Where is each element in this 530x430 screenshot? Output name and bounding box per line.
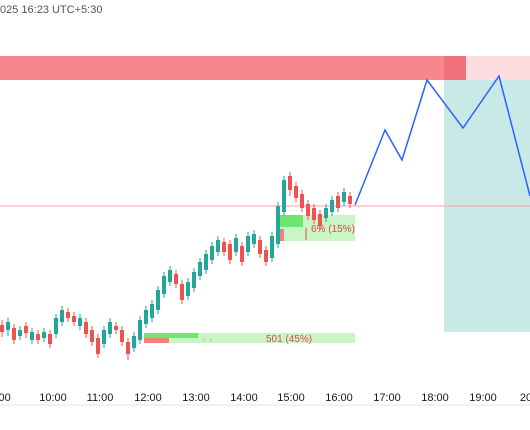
- candle-body: [90, 330, 94, 342]
- time-tick: 16:00: [325, 392, 353, 404]
- candle-body: [204, 254, 208, 270]
- candle-body: [60, 310, 64, 322]
- time-tick: 11:00: [87, 392, 114, 404]
- candle-body: [264, 250, 268, 262]
- time-tick: 13:00: [182, 392, 210, 404]
- candle-body: [0, 325, 4, 332]
- candle-body: [216, 240, 220, 252]
- candle-body: [162, 276, 166, 294]
- candle-body: [222, 242, 226, 252]
- candle-body: [168, 270, 172, 282]
- candle-body: [276, 206, 280, 244]
- resistance-zone-projection[interactable]: [466, 56, 530, 80]
- candle-body: [36, 334, 40, 340]
- candle-body: [84, 322, 88, 334]
- time-tick: 18:00: [421, 392, 449, 404]
- candle-body: [138, 320, 142, 340]
- candle-body: [18, 330, 22, 336]
- volume-zone-upper[interactable]: 6% (15%): [278, 215, 355, 241]
- candle-body: [228, 244, 232, 260]
- candle-body: [54, 318, 58, 334]
- candle-body: [156, 290, 160, 310]
- candle-body: [102, 330, 106, 344]
- candle-body: [288, 176, 292, 190]
- time-tick: 17:00: [373, 392, 401, 404]
- candle-body: [282, 180, 286, 212]
- datetime-label: 025 16:23 UTC+5:30: [0, 4, 103, 16]
- candle-body: [72, 316, 76, 322]
- candle-body: [6, 322, 10, 330]
- candle-body: [144, 310, 148, 324]
- candle-body: [24, 326, 28, 333]
- candle-body: [240, 246, 244, 262]
- candle-body: [246, 236, 250, 252]
- time-axis: 9:00 10:00 11:00 12:00 13:00 14:00 15:00…: [0, 392, 530, 404]
- candle-body: [114, 326, 118, 330]
- time-tick: 20: [520, 392, 530, 404]
- time-tick: 19:00: [469, 392, 497, 404]
- resistance-zone-dark[interactable]: [444, 56, 466, 80]
- candle-body: [252, 234, 256, 244]
- candle-body: [330, 200, 334, 212]
- candle-body: [294, 186, 298, 198]
- candle-body: [234, 238, 238, 252]
- time-tick: 15:00: [277, 392, 305, 404]
- candle-body: [324, 208, 328, 218]
- candle-body: [270, 236, 274, 258]
- resistance-zone[interactable]: [0, 56, 444, 80]
- candle-body: [300, 194, 304, 208]
- candle-body: [306, 204, 310, 216]
- candle-body: [132, 336, 136, 348]
- volume-zone-upper-label: 6% (15%): [311, 224, 355, 235]
- time-tick: 14:00: [230, 392, 258, 404]
- candle-body: [186, 282, 190, 296]
- candle-body: [42, 332, 46, 338]
- candle-body: [78, 318, 82, 326]
- volume-zone-lower-label: 501 (45%): [266, 334, 312, 345]
- candle-body: [12, 328, 16, 340]
- candle-body: [210, 246, 214, 260]
- candle-body: [336, 196, 340, 208]
- candle-body: [180, 284, 184, 300]
- candle-body: [342, 192, 346, 202]
- candle-body: [348, 196, 352, 204]
- candle-body: [312, 208, 316, 220]
- candles-group: [0, 172, 352, 360]
- header-bar: 025 16:23 UTC+5:30: [0, 0, 530, 22]
- candle-body: [48, 334, 52, 344]
- candle-body: [150, 304, 154, 318]
- candle-body: [198, 262, 202, 276]
- candle-body: [174, 274, 178, 284]
- time-tick: 10:00: [39, 392, 67, 404]
- projection-path[interactable]: [354, 74, 530, 206]
- candle-body: [126, 342, 130, 354]
- time-tick: 9:00: [0, 392, 11, 404]
- candle-body: [258, 240, 262, 254]
- candle-body: [318, 214, 322, 226]
- volume-zone-lower[interactable]: 501 (45%): [144, 333, 355, 345]
- candle-body: [66, 312, 70, 318]
- candle-body: [96, 338, 100, 354]
- candle-body: [192, 272, 196, 288]
- time-tick: 12:00: [134, 392, 162, 404]
- candle-body: [120, 330, 124, 342]
- candle-body: [108, 322, 112, 334]
- candle-body: [30, 332, 34, 340]
